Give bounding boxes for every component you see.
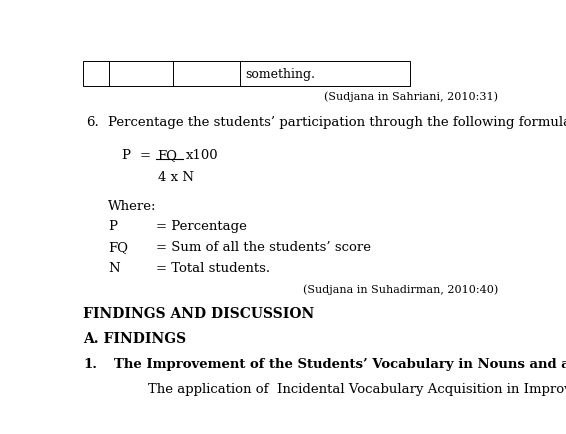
Text: Percentage the students’ participation through the following formula:: Percentage the students’ participation t… xyxy=(108,115,566,128)
Text: N: N xyxy=(108,261,119,274)
Text: 4 x N: 4 x N xyxy=(158,171,195,184)
Text: A. FINDINGS: A. FINDINGS xyxy=(83,331,186,345)
Text: P: P xyxy=(108,220,117,233)
Text: FINDINGS AND DISCUSSION: FINDINGS AND DISCUSSION xyxy=(83,307,314,321)
Text: (Sudjana in Sahriani, 2010:31): (Sudjana in Sahriani, 2010:31) xyxy=(324,91,499,102)
Text: something.: something. xyxy=(245,68,315,81)
Text: FQ: FQ xyxy=(157,149,177,162)
Text: P: P xyxy=(121,149,130,162)
Text: 6.: 6. xyxy=(87,115,99,128)
Text: The Improvement of the Students’ Vocabulary in Nouns and adjectives: The Improvement of the Students’ Vocabul… xyxy=(114,357,566,370)
Text: Where:: Where: xyxy=(108,199,157,212)
Bar xyxy=(83,62,410,87)
Text: = Sum of all the students’ score: = Sum of all the students’ score xyxy=(156,240,371,253)
Text: FQ: FQ xyxy=(108,240,128,253)
Text: = Percentage: = Percentage xyxy=(156,220,247,233)
Text: 1.: 1. xyxy=(83,357,97,370)
Text: = Total students.: = Total students. xyxy=(156,261,271,274)
Text: =: = xyxy=(140,149,151,162)
Text: x100: x100 xyxy=(186,149,218,162)
Text: The application of  Incidental Vocabulary Acquisition in Improving: The application of Incidental Vocabulary… xyxy=(148,382,566,395)
Text: (Sudjana in Suhadirman, 2010:40): (Sudjana in Suhadirman, 2010:40) xyxy=(303,284,499,295)
